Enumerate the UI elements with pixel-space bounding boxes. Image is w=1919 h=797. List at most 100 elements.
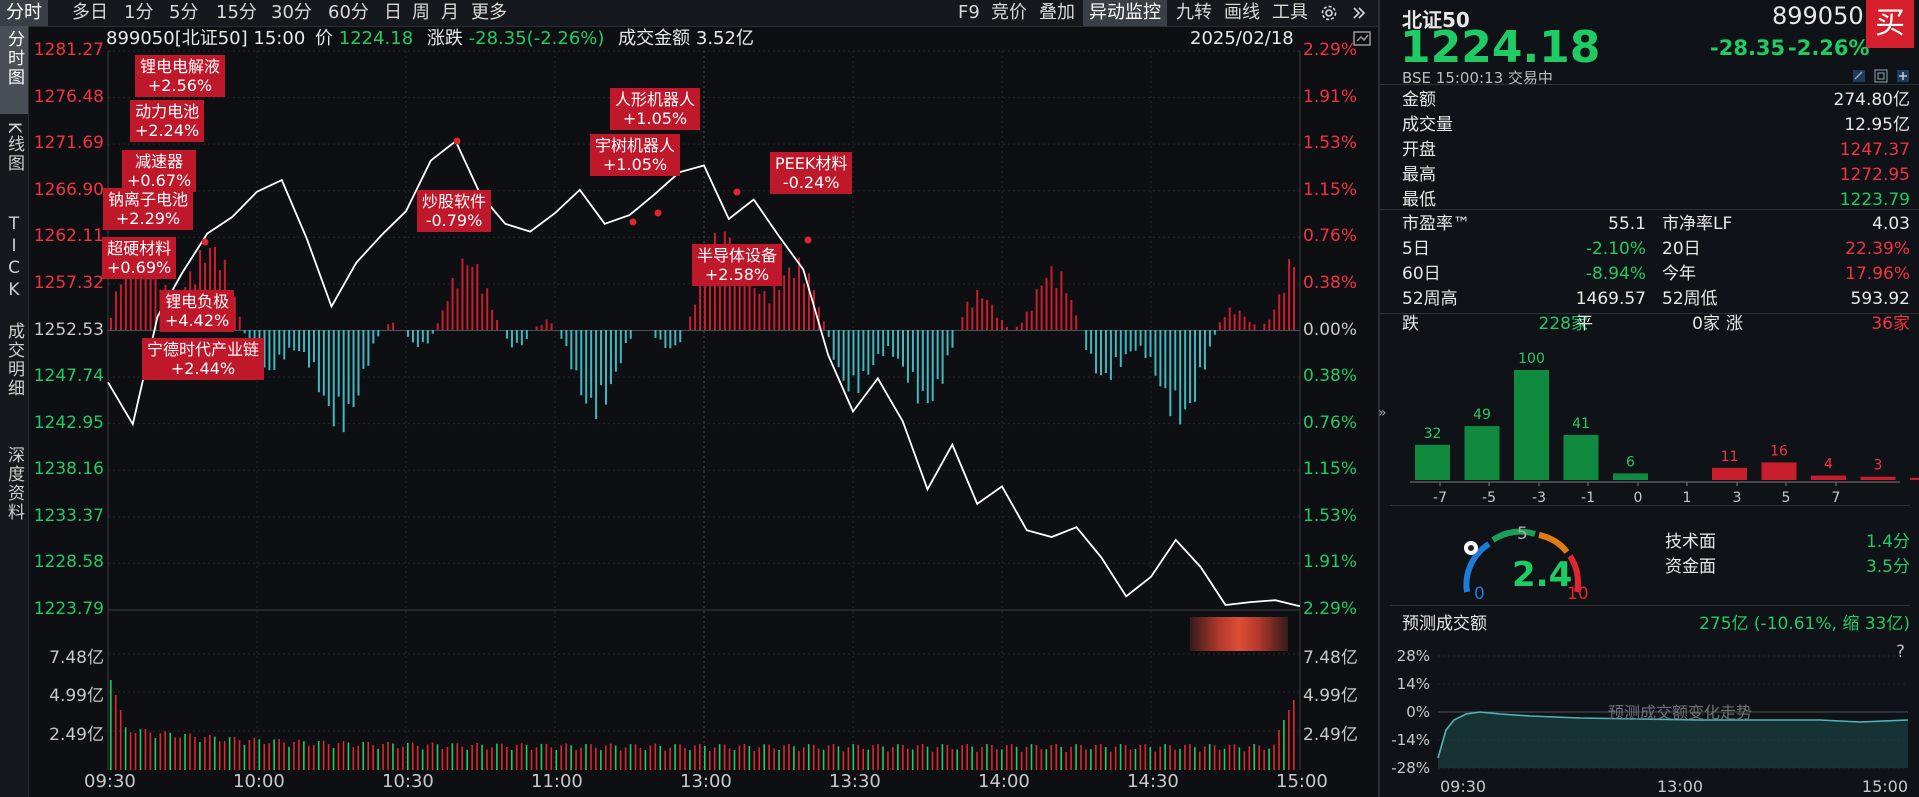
concept-alert-tag[interactable]: 减速器 +0.67% <box>122 150 197 192</box>
time-axis-label: 15:00 <box>1276 771 1328 792</box>
period-tab-week[interactable]: 周 <box>412 2 430 23</box>
overlay-button[interactable]: 叠加 <box>1039 2 1075 23</box>
concept-alert-tag[interactable]: 锂电负极 +4.42% <box>160 290 235 332</box>
market-status: BSE 15:00:13 交易中 <box>1402 69 1553 87</box>
volume-bar <box>1070 746 1072 770</box>
distribution-bar-label: 16 <box>1770 443 1788 459</box>
change-percent: -2.26% <box>1788 36 1870 60</box>
price-label: 价 <box>315 28 334 49</box>
volume-axis-label: 7.48亿 <box>1303 648 1358 668</box>
stat-label: 60日 <box>1402 264 1441 284</box>
breadth-up-count: 36家 <box>1871 314 1910 334</box>
flow-bar <box>718 254 721 330</box>
chart-settings-icon[interactable] <box>1352 30 1372 48</box>
flow-bar <box>1263 323 1266 330</box>
volume-bar <box>743 743 746 770</box>
concept-alert-tag[interactable]: 超硬材料 +0.69% <box>102 237 177 279</box>
flow-bar <box>580 330 583 396</box>
flow-bar <box>1060 271 1063 330</box>
volume-bar <box>1238 747 1241 770</box>
flow-bar <box>778 289 781 330</box>
flow-bar <box>911 330 914 372</box>
volume-bar <box>629 744 632 770</box>
f9-button[interactable]: F9 <box>958 2 980 23</box>
volume-bar <box>842 751 845 770</box>
period-tab-60min[interactable]: 60分 <box>328 2 369 23</box>
distribution-axis-label: 3 <box>1733 490 1742 506</box>
stat-value: 593.92 <box>1850 289 1910 309</box>
distribution-bar-label: 41 <box>1572 416 1590 432</box>
period-tab-5min[interactable]: 5分 <box>169 2 199 23</box>
period-tab-fenshi[interactable]: 分时 <box>0 0 48 26</box>
volume-bar <box>1065 751 1067 770</box>
flow-bar <box>1154 330 1157 376</box>
flow-bar <box>332 330 335 427</box>
auction-button[interactable]: 竞价 <box>991 2 1027 23</box>
concept-alert-tag[interactable]: PEEK材料 -0.24% <box>770 152 853 194</box>
draw-line-button[interactable]: 画线 <box>1224 2 1260 23</box>
concept-alert-tag[interactable]: 半导体设备 +2.58% <box>692 244 783 286</box>
collapse-panel-handle[interactable]: » <box>1378 405 1387 421</box>
buy-button[interactable]: 买 <box>1866 0 1914 48</box>
distribution-bar <box>1860 476 1896 480</box>
chevron-double-right-icon[interactable] <box>1344 0 1376 26</box>
period-tab-1min[interactable]: 1分 <box>124 2 154 23</box>
concept-alert-tag[interactable]: 钠离子电池 +2.29% <box>103 188 194 230</box>
flow-bar <box>283 330 286 360</box>
period-tab-multiday[interactable]: 多日 <box>72 2 108 23</box>
concept-alert-tag[interactable]: 炒股软件 -0.79% <box>417 190 492 232</box>
flow-bar <box>704 264 706 330</box>
flow-bar <box>902 330 904 367</box>
volume-bar <box>1134 748 1137 770</box>
anomaly-monitor-button[interactable]: 异动监控 <box>1083 0 1167 26</box>
flow-bar <box>1213 330 1216 335</box>
concept-alert-tag[interactable]: 锂电电解液 +2.56% <box>135 55 226 97</box>
vtab-trade-detail[interactable]: 成交明细 <box>4 322 24 398</box>
quote-row-value: 274.80亿 <box>1833 90 1910 110</box>
nine-turn-button[interactable]: 九转 <box>1176 2 1212 23</box>
volume-bar <box>535 747 538 770</box>
period-tab-15min[interactable]: 15分 <box>216 2 257 23</box>
gear-icon[interactable] <box>1314 0 1346 26</box>
period-tab-30min[interactable]: 30分 <box>271 2 312 23</box>
flow-bar <box>708 271 711 330</box>
flow-bar <box>209 247 211 330</box>
volume-bar <box>951 749 954 770</box>
concept-alert-tag[interactable]: 宇树机器人 +1.05% <box>590 134 681 176</box>
intraday-chart[interactable] <box>0 0 1378 797</box>
concept-alert-tag[interactable]: 人形机器人 +1.05% <box>610 88 701 130</box>
flow-bar <box>1020 322 1023 330</box>
flow-bar <box>426 330 429 344</box>
vtab-fenshi[interactable]: 分时图 <box>0 26 28 114</box>
amount-label: 成交金额 <box>618 28 691 49</box>
volume-bar <box>1040 749 1043 770</box>
price-axis-label: 1247.74 <box>33 366 104 387</box>
volume-bar <box>763 744 765 770</box>
flow-bar <box>550 323 553 330</box>
period-tab-month[interactable]: 月 <box>441 2 459 23</box>
distribution-axis-label: 7 <box>1832 490 1841 506</box>
vtab-tick[interactable]: TICK <box>4 214 24 302</box>
quote-row-value: 1223.79 <box>1839 190 1910 210</box>
volume-bar <box>337 743 340 770</box>
distribution-bar-label: 100 <box>1518 351 1545 367</box>
volume-bar <box>1218 749 1221 770</box>
panel-window-icons[interactable] <box>1852 68 1914 87</box>
quote-row-value: 1247.37 <box>1839 140 1910 160</box>
period-tab-day[interactable]: 日 <box>384 2 402 23</box>
tools-button[interactable]: 工具 <box>1272 2 1308 23</box>
volume-bar <box>248 740 251 770</box>
concept-alert-tag[interactable]: 宁德时代产业链 +2.44% <box>142 338 265 380</box>
volume-indicator-widget[interactable] <box>1190 617 1288 651</box>
vtab-kline[interactable]: K线图 <box>4 122 24 174</box>
concept-alert-tag[interactable]: 动力电池 +2.24% <box>130 100 205 142</box>
vtab-depth-info[interactable]: 深度资料 <box>4 446 24 522</box>
flow-bar <box>1233 314 1236 330</box>
volume-bar <box>204 737 206 770</box>
forecast-help-icon[interactable]: ? <box>1896 642 1906 662</box>
flow-bar <box>124 268 127 330</box>
period-more-button[interactable]: 更多 <box>471 2 507 23</box>
flow-bar <box>407 330 409 337</box>
volume-bar <box>1199 751 1201 770</box>
